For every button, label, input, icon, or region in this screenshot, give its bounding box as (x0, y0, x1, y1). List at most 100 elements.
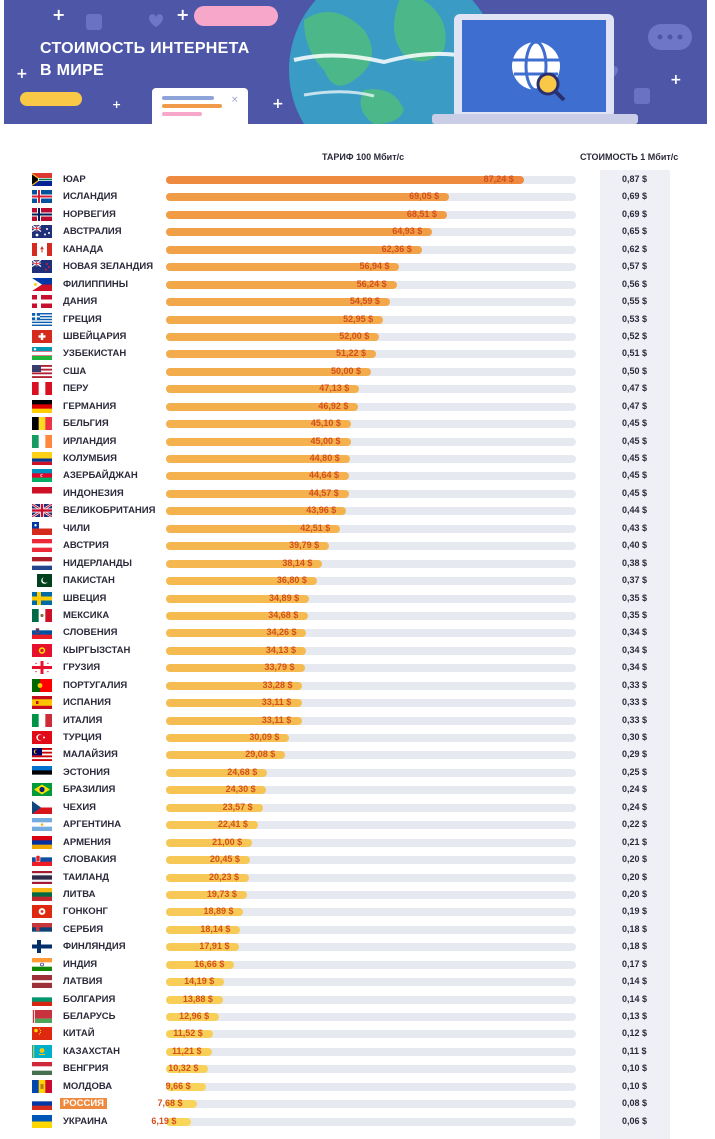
per-mbit-value-label: 0,12 $ (622, 1028, 648, 1039)
category-label: ФИНЛЯНДИЯ (63, 941, 126, 953)
per-mbit-value-label: 0,33 $ (622, 679, 648, 690)
bar-track (166, 524, 576, 533)
country-flag-icon (32, 643, 52, 657)
bar-track (166, 629, 576, 638)
bar-track (166, 1117, 576, 1126)
tariff-bar (166, 908, 244, 917)
category-label: ТУРЦИЯ (63, 732, 102, 743)
tariff-value-label: 23,57 $ (222, 801, 253, 812)
tariff-bar (166, 402, 359, 411)
country-flag-icon (32, 870, 52, 884)
tariff-bar (166, 420, 351, 429)
tariff-value-label: 43,96 $ (306, 505, 337, 516)
country-bar-chart: ЮАР 87,24 $0,87 $ ИСЛАНДИЯ 69,05 $0,69 $ НОР… (0, 171, 715, 1130)
tariff-bar (166, 1117, 192, 1126)
country-flag-icon (32, 1062, 52, 1076)
category-label: ГЕРМАНИЯ (63, 400, 117, 412)
per-mbit-value-label: 0,45 $ (622, 435, 648, 446)
country-flag-icon (32, 661, 52, 675)
per-mbit-value-label: 0,29 $ (622, 749, 648, 760)
tariff-bar (166, 1030, 214, 1039)
tariff-value-label: 21,00 $ (212, 836, 243, 847)
category-label: НИДЕРЛАНДЫ (63, 557, 132, 569)
per-mbit-value-label: 0,87 $ (622, 174, 648, 184)
per-mbit-value-label: 0,20 $ (622, 871, 648, 882)
country-flag-icon (32, 469, 52, 483)
per-mbit-value-label: 0,45 $ (622, 418, 648, 429)
chart-row: АВСТРИЯ 39,79 $ 0,40 $ (0, 537, 715, 554)
category-label: ЧЕХИЯ (63, 801, 97, 813)
per-mbit-value-label: 0,18 $ (622, 923, 648, 934)
per-mbit-value-label: 0,43 $ (622, 522, 648, 533)
svg-text:+: + (112, 98, 121, 111)
category-label: ГОНКОНГ (63, 906, 108, 918)
per-mbit-value-label: 0,10 $ (622, 1063, 648, 1074)
category-label: ЧИЛИ (63, 522, 90, 534)
country-flag-icon (32, 1097, 52, 1111)
chart-row: МЕКСИКА 34,68 $ 0,35 $ (0, 607, 715, 624)
country-flag-icon (32, 992, 52, 1006)
per-mbit-value-label: 0,62 $ (622, 243, 648, 254)
country-flag-icon (32, 731, 52, 744)
per-mbit-value-label: 0,53 $ (622, 313, 648, 324)
tariff-value-label: 24,30 $ (225, 784, 256, 795)
per-mbit-value-label: 0,69 $ (622, 208, 648, 219)
tariff-bar (166, 315, 384, 324)
tariff-bar (166, 245, 422, 254)
tariff-bar (166, 856, 250, 865)
chart-row: КЫРГЫЗСТАН 34,13 $ 0,34 $ (0, 642, 715, 659)
tariff-value-label: 56,94 $ (359, 261, 390, 272)
tariff-value-label: 22,41 $ (217, 819, 248, 830)
category-label: БЕЛЬГИЯ (63, 418, 109, 430)
per-mbit-value-label: 0,40 $ (622, 540, 648, 551)
chart-row: ПОРТУГАЛИЯ 33,28 $ 0,33 $ (0, 677, 715, 694)
category-label: ЛАТВИЯ (63, 976, 103, 988)
tariff-bar (166, 489, 349, 498)
tariff-bar (166, 455, 350, 463)
tariff-value-label: 44,80 $ (309, 453, 340, 463)
tariff-value-label: 69,05 $ (409, 191, 440, 202)
tariff-bar (166, 1100, 198, 1109)
chart-row: АРМЕНИЯ 21,00 $ 0,21 $ (0, 834, 715, 851)
chart-row: УКРАИНА 6,19 $ 0,06 $ (0, 1113, 715, 1130)
category-label: ГРЕЦИЯ (63, 313, 102, 325)
tariff-value-label: 11,52 $ (173, 1028, 203, 1039)
chart-row: ЭСТОНИЯ 24,68 $ 0,25 $ (0, 764, 715, 781)
category-label: США (63, 365, 87, 377)
chart-row: БРАЗИЛИЯ 24,30 $ 0,24 $ (0, 781, 715, 798)
per-mbit-value-label: 0,69 $ (622, 191, 648, 202)
tariff-value-label: 19,73 $ (206, 888, 237, 899)
bar-track (166, 751, 576, 760)
category-label: КЫРГЫЗСТАН (63, 644, 131, 656)
category-label: ИНДОНЕЗИЯ (63, 487, 124, 499)
bar-track (166, 943, 576, 952)
category-label: НОВАЯ ЗЕЛАНДИЯ (63, 261, 154, 273)
per-mbit-value-label: 0,33 $ (622, 697, 648, 708)
per-mbit-column-header: СТОИМОСТЬ 1 Мбит/с (580, 152, 679, 162)
tariff-value-label: 33,11 $ (261, 697, 292, 708)
per-mbit-value-label: 0,47 $ (622, 400, 648, 411)
country-flag-icon (32, 277, 52, 291)
category-label: ПАКИСТАН (63, 575, 115, 587)
tariff-bar (166, 716, 302, 725)
per-mbit-value-label: 0,50 $ (622, 365, 648, 376)
bar-track (166, 577, 576, 586)
country-flag-icon (32, 1010, 52, 1023)
country-flag-icon (32, 678, 52, 692)
chart-row: МАЛАЙЗИЯ 29,08 $ 0,29 $ (0, 746, 715, 763)
tariff-bar (166, 594, 310, 603)
tariff-bar (166, 699, 302, 708)
bar-track (166, 716, 576, 725)
tariff-bar (166, 559, 323, 568)
tariff-value-label: 33,28 $ (262, 679, 293, 690)
chart-row: АЗЕРБАЙДЖАН 44,64 $ 0,45 $ (0, 467, 715, 484)
svg-text:×: × (231, 95, 239, 105)
country-flag-icon (32, 975, 52, 989)
per-mbit-column-background (600, 170, 670, 1139)
tariff-value-label: 20,23 $ (208, 871, 239, 882)
tariff-bar (166, 943, 240, 952)
per-mbit-value-label: 0,55 $ (622, 296, 648, 307)
tariff-bar (166, 768, 268, 777)
country-flag-icon (32, 608, 52, 622)
country-flag-icon (32, 382, 52, 396)
